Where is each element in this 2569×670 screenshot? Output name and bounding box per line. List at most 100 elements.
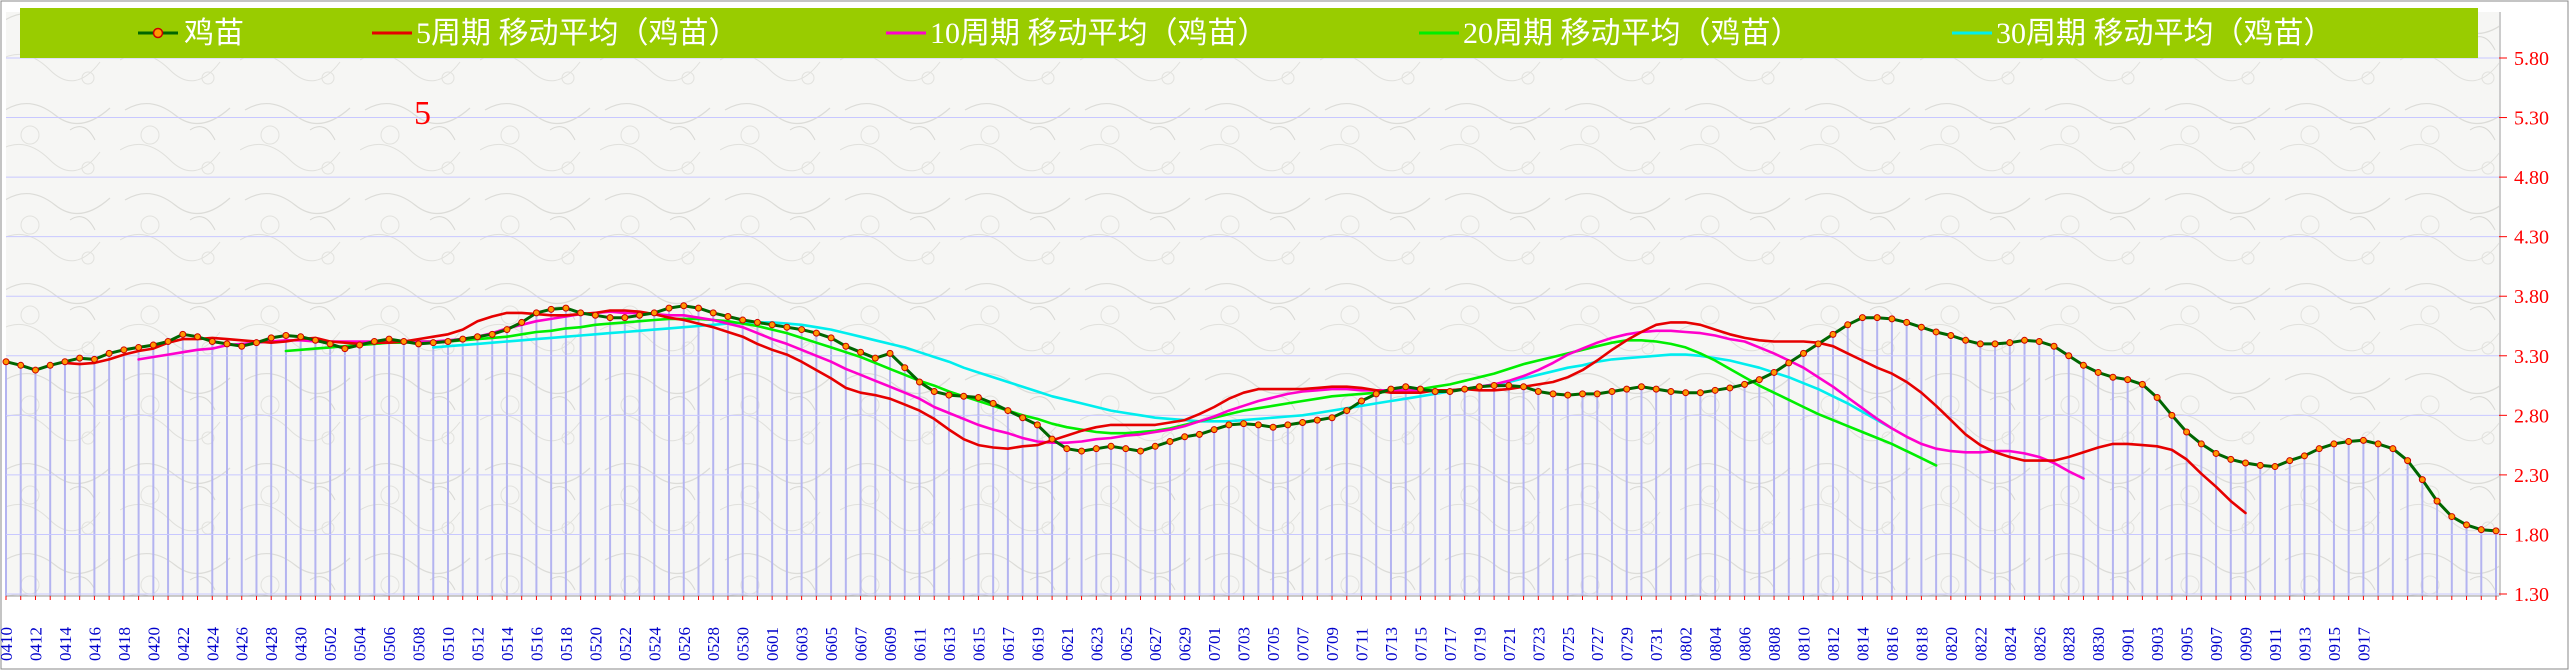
price-point — [915, 378, 923, 386]
price-point — [2197, 440, 2205, 448]
price-point — [356, 341, 364, 349]
legend-label-ma10: 10周期 移动平均（鸡苗） — [930, 17, 1268, 50]
price-point — [120, 346, 128, 354]
x-tick-label: 0905 — [2178, 627, 2197, 661]
x-tick-label: 0510 — [439, 627, 458, 661]
y-tick-label: 4.30 — [2514, 227, 2549, 249]
price-point — [415, 340, 423, 348]
price-point — [1431, 388, 1439, 396]
x-tick-label: 0816 — [1883, 627, 1902, 661]
price-point — [1136, 447, 1144, 455]
price-point — [665, 304, 673, 312]
price-point — [208, 337, 216, 345]
price-point — [739, 316, 747, 324]
x-tick-label: 0901 — [2119, 627, 2138, 661]
price-point — [1446, 388, 1454, 396]
price-point — [61, 358, 69, 366]
price-point — [149, 341, 157, 349]
x-tick-label: 0917 — [2354, 627, 2373, 662]
price-point — [326, 340, 334, 348]
price-point — [473, 333, 481, 341]
price-point — [1520, 383, 1528, 391]
x-tick-label: 0530 — [734, 627, 753, 661]
legend-label-ma20: 20周期 移动平均（鸡苗） — [1463, 17, 1801, 50]
price-point — [694, 304, 702, 312]
price-point — [827, 334, 835, 342]
price-point — [400, 337, 408, 345]
x-tick-label: 0822 — [1971, 627, 1990, 661]
price-point — [1947, 332, 1955, 340]
price-point — [1711, 386, 1719, 394]
price-point — [297, 333, 305, 341]
x-tick-label: 0818 — [1912, 627, 1931, 661]
price-point — [1269, 423, 1277, 431]
price-markers — [2, 302, 2500, 535]
price-point — [532, 309, 540, 317]
price-point — [2, 358, 10, 366]
legend-label-ma30: 30周期 移动平均（鸡苗） — [1996, 17, 2334, 50]
price-point — [1888, 315, 1896, 323]
price-point — [562, 304, 570, 312]
price-point — [1166, 438, 1174, 446]
x-axis-labels: 0410 0412 0414 0416 0418 0420 0422 0424 0426 0428… — [0, 627, 2373, 662]
x-tick-label: 0808 — [1765, 627, 1784, 661]
price-point — [2079, 361, 2087, 369]
price-point — [311, 336, 319, 344]
price-point — [1623, 385, 1631, 393]
x-tick-label: 0715 — [1411, 627, 1430, 661]
price-point — [1814, 340, 1822, 348]
price-point — [1726, 384, 1734, 392]
x-tick-label: 0727 — [1588, 627, 1607, 662]
price-point — [974, 393, 982, 401]
x-tick-label: 0420 — [144, 627, 163, 661]
y-tick-label: 5.30 — [2514, 108, 2549, 130]
price-point — [768, 321, 776, 329]
price-point — [930, 388, 938, 396]
price-point — [2433, 497, 2441, 505]
legend-background — [20, 8, 2478, 58]
x-tick-label: 0709 — [1323, 627, 1342, 661]
price-point — [2065, 352, 2073, 360]
price-point — [1755, 376, 1763, 384]
x-tick-label: 0506 — [380, 627, 399, 661]
price-point — [223, 340, 231, 348]
x-tick-label: 0721 — [1500, 627, 1519, 661]
price-point — [1991, 340, 1999, 348]
price-point — [783, 323, 791, 331]
price-point — [680, 302, 688, 310]
x-tick-label: 0701 — [1205, 627, 1224, 661]
price-point — [1873, 314, 1881, 322]
price-point — [2300, 452, 2308, 460]
price-point — [370, 337, 378, 345]
x-axis — [5, 595, 2499, 600]
price-point — [1004, 407, 1012, 415]
price-point — [577, 309, 585, 317]
price-point — [886, 349, 894, 357]
price-point — [2035, 337, 2043, 345]
price-point — [1505, 382, 1513, 390]
legend-label-ma5: 5周期 移动平均（鸡苗） — [416, 17, 739, 50]
x-tick-label: 0412 — [26, 627, 45, 661]
price-point — [518, 318, 526, 326]
price-point — [105, 349, 113, 357]
legend-label-price: 鸡苗 — [184, 17, 244, 50]
price-point — [2183, 428, 2191, 436]
x-tick-label: 0814 — [1853, 627, 1872, 662]
price-point — [1151, 442, 1159, 450]
price-point — [2477, 526, 2485, 534]
price-point — [2404, 457, 2412, 465]
price-point — [1019, 414, 1027, 422]
price-point — [2286, 457, 2294, 465]
y-tick-label: 5.80 — [2514, 48, 2549, 70]
price-point — [1593, 390, 1601, 398]
x-tick-label: 0717 — [1441, 627, 1460, 662]
x-tick-label: 0804 — [1706, 627, 1725, 662]
price-point — [547, 305, 555, 313]
price-point — [2448, 513, 2456, 521]
price-point — [1741, 380, 1749, 388]
y-tick-label: 1.30 — [2514, 584, 2549, 606]
price-point — [1608, 388, 1616, 396]
x-tick-label: 0524 — [645, 627, 664, 662]
x-tick-label: 0615 — [969, 627, 988, 661]
price-point — [1284, 421, 1292, 429]
